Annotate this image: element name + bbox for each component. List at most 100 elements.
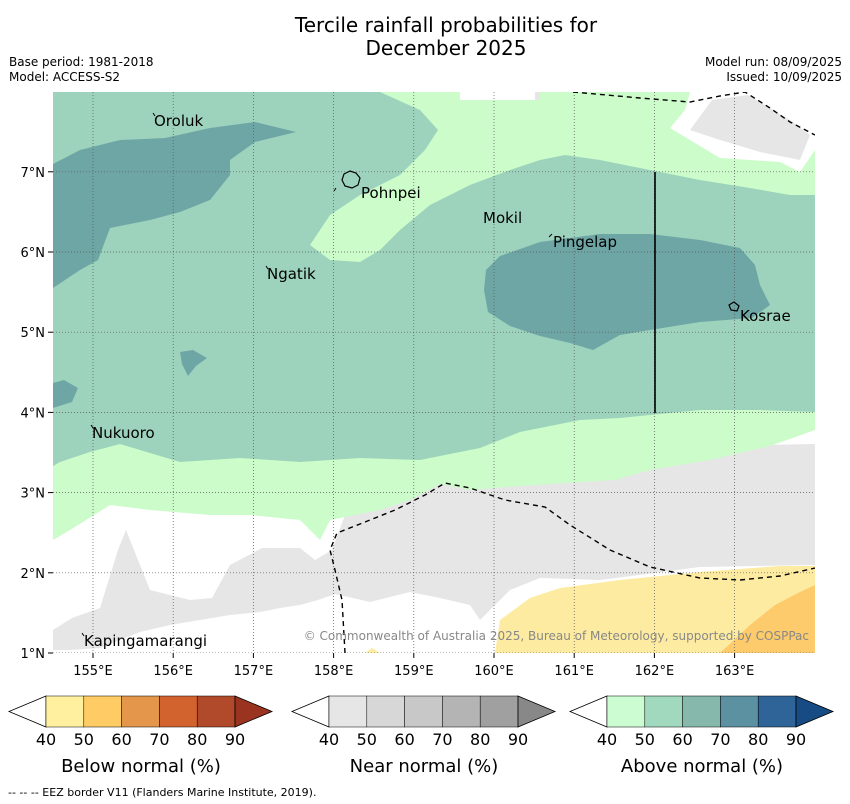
- place-kapingamarangi: Kapingamarangi: [84, 632, 207, 650]
- lon-tick-label: 158°E: [314, 664, 354, 679]
- kosrae-island: [728, 301, 740, 312]
- map-axes: 155°E 156°E 157°E 158°E 159°E 160°E 161°E 162°E…: [21, 166, 755, 679]
- lat-tick-label: 2°N: [21, 567, 46, 582]
- colorbar-extend-high: [517, 695, 557, 728]
- colorbar-extend-low: [568, 695, 608, 728]
- issued-date: Issued: 10/09/2025: [726, 70, 842, 84]
- colorbar-tick-label: 50: [74, 730, 94, 749]
- below-normal-50-region: [720, 585, 815, 653]
- colorbar-swatch: [442, 695, 481, 728]
- lon-tick-label: 162°E: [635, 664, 675, 679]
- colorbar-swatch: [121, 695, 160, 728]
- colorbar-tick-label: 80: [470, 730, 490, 749]
- islet-marker: [333, 187, 337, 192]
- meta-right: Model run: 08/09/2025 Issued: 10/09/2025: [705, 55, 842, 85]
- above-normal-label: Above normal (%): [620, 756, 784, 777]
- above-normal-60-region-east: [484, 234, 770, 350]
- pohnpei-island: [341, 170, 361, 189]
- meta-left: Base period: 1981-2018 Model: ACCESS-S2: [9, 55, 154, 85]
- colorbars: 40 50 60 70 80 90 40 50 60 70 80 90 40 50 60 70 80 90: [7, 695, 835, 749]
- place-mokil: Mokil: [483, 209, 522, 227]
- colorbar-tick-label: 60: [394, 730, 414, 749]
- colorbar-swatch: [757, 695, 797, 728]
- colorbar-1: 40 50 60 70 80 90: [7, 695, 274, 749]
- title-line-2: December 2025: [365, 36, 527, 60]
- colorbar-tick-label: 40: [319, 730, 339, 749]
- above-normal-60-blob-1: [180, 350, 207, 376]
- place-nukuoro: Nukuoro: [92, 424, 155, 442]
- footnote: -- -- -- EEZ border V11 (Flanders Marine…: [8, 786, 317, 799]
- model-run: Model run: 08/09/2025: [704, 55, 842, 69]
- colorbar-swatch: [479, 695, 519, 728]
- lon-tick-label: 159°E: [394, 664, 434, 679]
- colorbar-swatch: [196, 695, 236, 728]
- chart-title: Tercile rainfall probabilities for Decem…: [0, 14, 850, 60]
- above-normal-60-region-west: [53, 122, 296, 288]
- lon-tick-label: 155°E: [73, 664, 113, 679]
- map-plot-area: Oroluk Pohnpei Mokil Pingelap Ngatik Kos…: [53, 92, 815, 653]
- colorbar-extend-high: [795, 695, 835, 728]
- colorbar-swatch: [720, 695, 759, 728]
- colorbar-tick-label: 50: [357, 730, 377, 749]
- colorbar-tick-label: 40: [597, 730, 617, 749]
- colorbar-2: 40 50 60 70 80 90: [290, 695, 557, 749]
- colorbar-tick-label: 70: [432, 730, 452, 749]
- graticule: [53, 92, 815, 653]
- lat-tick-label: 3°N: [21, 487, 46, 502]
- lat-tick-label: 6°N: [21, 246, 46, 261]
- base-period: Base period: 1981-2018: [9, 55, 154, 69]
- colorbar-tick-label: 80: [187, 730, 207, 749]
- colorbar-extend-high: [234, 695, 274, 728]
- colorbar-swatch: [45, 695, 85, 728]
- colorbar-swatch: [83, 695, 122, 728]
- colorbar-swatch: [606, 695, 646, 728]
- lon-tick-label: 161°E: [554, 664, 594, 679]
- colorbar-tick-label: 80: [748, 730, 768, 749]
- colorbar-tick-label: 40: [36, 730, 56, 749]
- place-kosrae: Kosrae: [740, 307, 791, 325]
- below-normal-label: Below normal (%): [61, 756, 221, 777]
- lat-tick-label: 4°N: [21, 406, 46, 421]
- place-oroluk: Oroluk: [154, 112, 203, 130]
- above-normal-50-region: [53, 92, 815, 466]
- place-ngatik: Ngatik: [267, 265, 316, 283]
- below-normal-40-speck: [365, 648, 380, 653]
- below-normal-40-region: [495, 566, 815, 653]
- model-name: Model: ACCESS-S2: [9, 70, 121, 84]
- lon-tick-label: 156°E: [153, 664, 193, 679]
- colorbar-tick-label: 50: [635, 730, 655, 749]
- lon-tick-label: 163°E: [715, 664, 755, 679]
- colorbar-tick-label: 70: [710, 730, 730, 749]
- place-pingelap: Pingelap: [553, 233, 617, 251]
- place-labels: Oroluk Pohnpei Mokil Pingelap Ngatik Kos…: [81, 112, 791, 650]
- colorbar-extend-low: [290, 695, 330, 728]
- lon-tick-label: 157°E: [234, 664, 274, 679]
- near-normal-region: [53, 444, 815, 650]
- colorbar-tick-label: 90: [508, 730, 528, 749]
- colorbar-swatch: [366, 695, 405, 728]
- copyright-text: © Commonwealth of Australia 2025, Bureau…: [304, 629, 809, 643]
- colorbar-swatch: [159, 695, 198, 728]
- lon-tick-label: 160°E: [474, 664, 514, 679]
- near-normal-label: Near normal (%): [349, 756, 499, 777]
- colorbar-3: 40 50 60 70 80 90: [568, 695, 835, 749]
- place-pohnpei: Pohnpei: [361, 184, 421, 202]
- above-normal-60-blob-2: [53, 380, 78, 408]
- near-normal-north: [690, 95, 810, 160]
- title-line-1: Tercile rainfall probabilities for: [294, 13, 598, 37]
- colorbar-swatch: [328, 695, 368, 728]
- colorbar-swatch: [644, 695, 683, 728]
- colorbar-tick-label: 60: [672, 730, 692, 749]
- lat-tick-label: 5°N: [21, 326, 46, 341]
- colorbar-extend-low: [7, 695, 47, 728]
- lat-tick-label: 1°N: [21, 647, 46, 662]
- colorbar-swatch: [404, 695, 443, 728]
- eez-border: [329, 92, 815, 653]
- colorbar-swatch: [682, 695, 721, 728]
- colorbar-tick-label: 60: [111, 730, 131, 749]
- colorbar-tick-label: 90: [786, 730, 806, 749]
- colorbar-tick-label: 90: [225, 730, 245, 749]
- lat-tick-label: 7°N: [21, 166, 46, 181]
- colorbar-tick-label: 70: [149, 730, 169, 749]
